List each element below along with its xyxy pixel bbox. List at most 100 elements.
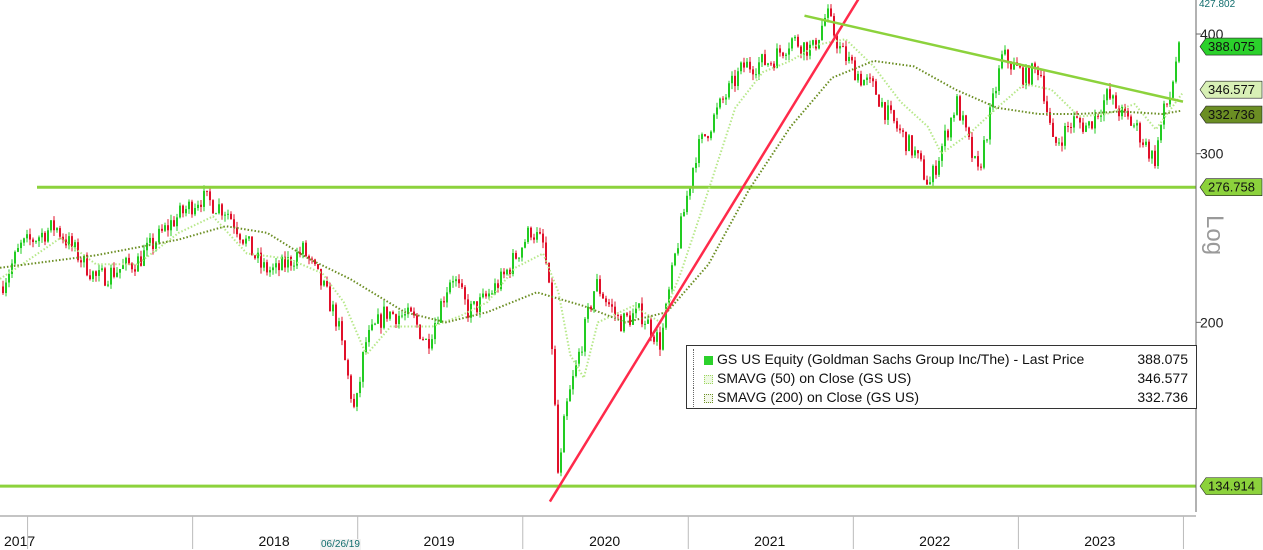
candle-body <box>899 128 901 131</box>
candle-body <box>581 351 583 353</box>
candle-body <box>1157 140 1159 166</box>
candle-body <box>335 304 337 327</box>
candle-body <box>548 262 550 283</box>
candle-body <box>482 293 484 298</box>
candle-body <box>5 282 7 294</box>
candle-body <box>836 35 838 49</box>
candle-body <box>527 227 529 242</box>
candle-body <box>431 339 433 349</box>
candle-body <box>65 239 67 246</box>
candle-body <box>1139 123 1141 143</box>
candle-body <box>788 48 790 55</box>
candle-body <box>299 252 301 254</box>
candle-body <box>68 236 70 246</box>
candle-body <box>146 242 148 251</box>
candle-body <box>125 257 127 265</box>
candle-body <box>1073 116 1075 128</box>
candle-body <box>536 232 538 240</box>
candle-body <box>512 253 514 274</box>
candle-body <box>227 213 229 215</box>
candle-body <box>653 336 655 342</box>
log-scale-label: Log <box>1201 215 1228 256</box>
candle-body <box>974 156 976 158</box>
candle-body <box>104 268 106 286</box>
candle-body <box>686 195 688 213</box>
candle-body <box>1034 63 1036 68</box>
candle-body <box>1094 113 1096 129</box>
candle-body <box>143 250 145 266</box>
candle-body <box>884 102 886 120</box>
candle-body <box>353 398 355 407</box>
candle-body <box>368 329 370 343</box>
candle-body <box>47 230 49 242</box>
candle-body <box>869 77 871 79</box>
candle-body <box>410 307 412 312</box>
legend-value: 332.736 <box>1137 389 1188 405</box>
y-tick-label: 300 <box>1200 146 1224 162</box>
candle-body <box>461 283 463 288</box>
x-tick-label: 2019 <box>424 533 455 549</box>
candle-body <box>1112 95 1114 99</box>
candle-body <box>500 271 502 290</box>
candle-body <box>281 256 283 271</box>
candle-body <box>1028 67 1030 85</box>
candle-body <box>107 284 109 286</box>
candle-body <box>779 48 781 53</box>
candle-body <box>149 237 151 243</box>
candle-body <box>170 220 172 231</box>
candle-body <box>1070 127 1072 129</box>
candle-body <box>584 318 586 352</box>
candle-body <box>425 338 427 340</box>
candle-body <box>221 204 223 216</box>
candle-body <box>944 130 946 147</box>
candle-body <box>344 340 346 361</box>
candle-body <box>257 252 259 259</box>
candle-body <box>674 253 676 266</box>
candle-body <box>821 25 823 40</box>
candle-body <box>374 323 376 325</box>
candle-body <box>1106 89 1108 101</box>
price-tag <box>1199 105 1263 124</box>
candle-body <box>932 165 934 183</box>
candle-body <box>992 93 994 108</box>
candle-body <box>359 381 361 394</box>
candle-body <box>191 201 193 215</box>
legend: GS US Equity (Goldman Sachs Group Inc/Th… <box>686 345 1197 409</box>
candle-body <box>494 283 496 294</box>
candle-body <box>731 75 733 84</box>
candle-body <box>1031 63 1033 85</box>
candle-body <box>1121 106 1123 117</box>
candle-body <box>824 17 826 26</box>
price-tag <box>1199 37 1263 56</box>
candle-body <box>866 77 868 81</box>
candle-body <box>1049 112 1051 123</box>
candle-body <box>473 301 475 304</box>
candle-body <box>1100 115 1102 117</box>
x-tick-label: 2017 <box>4 533 35 549</box>
candle-body <box>620 315 622 332</box>
candle-body <box>29 234 31 240</box>
candle-body <box>1127 110 1129 117</box>
candle-body <box>902 130 904 132</box>
candle-body <box>572 376 574 390</box>
candle-body <box>446 292 448 303</box>
candle-body <box>746 61 748 68</box>
candle-body <box>989 107 991 140</box>
candle-body <box>662 327 664 350</box>
candle-body <box>611 304 613 307</box>
legend-value: 388.075 <box>1137 351 1188 367</box>
candle-body <box>938 160 940 175</box>
candle-body <box>92 271 94 280</box>
candle-body <box>725 97 727 100</box>
candle-body <box>965 115 967 128</box>
candle-body <box>704 134 706 137</box>
candle-body <box>959 96 961 121</box>
candle-body <box>1007 49 1009 64</box>
candle-body <box>137 256 139 272</box>
candle-body <box>860 73 862 86</box>
candle-body <box>1040 75 1042 77</box>
candle-body <box>773 63 775 69</box>
price-tags: 388.075 346.577 332.736 276.758 134.914 <box>1199 37 1263 495</box>
candle-body <box>32 239 34 243</box>
